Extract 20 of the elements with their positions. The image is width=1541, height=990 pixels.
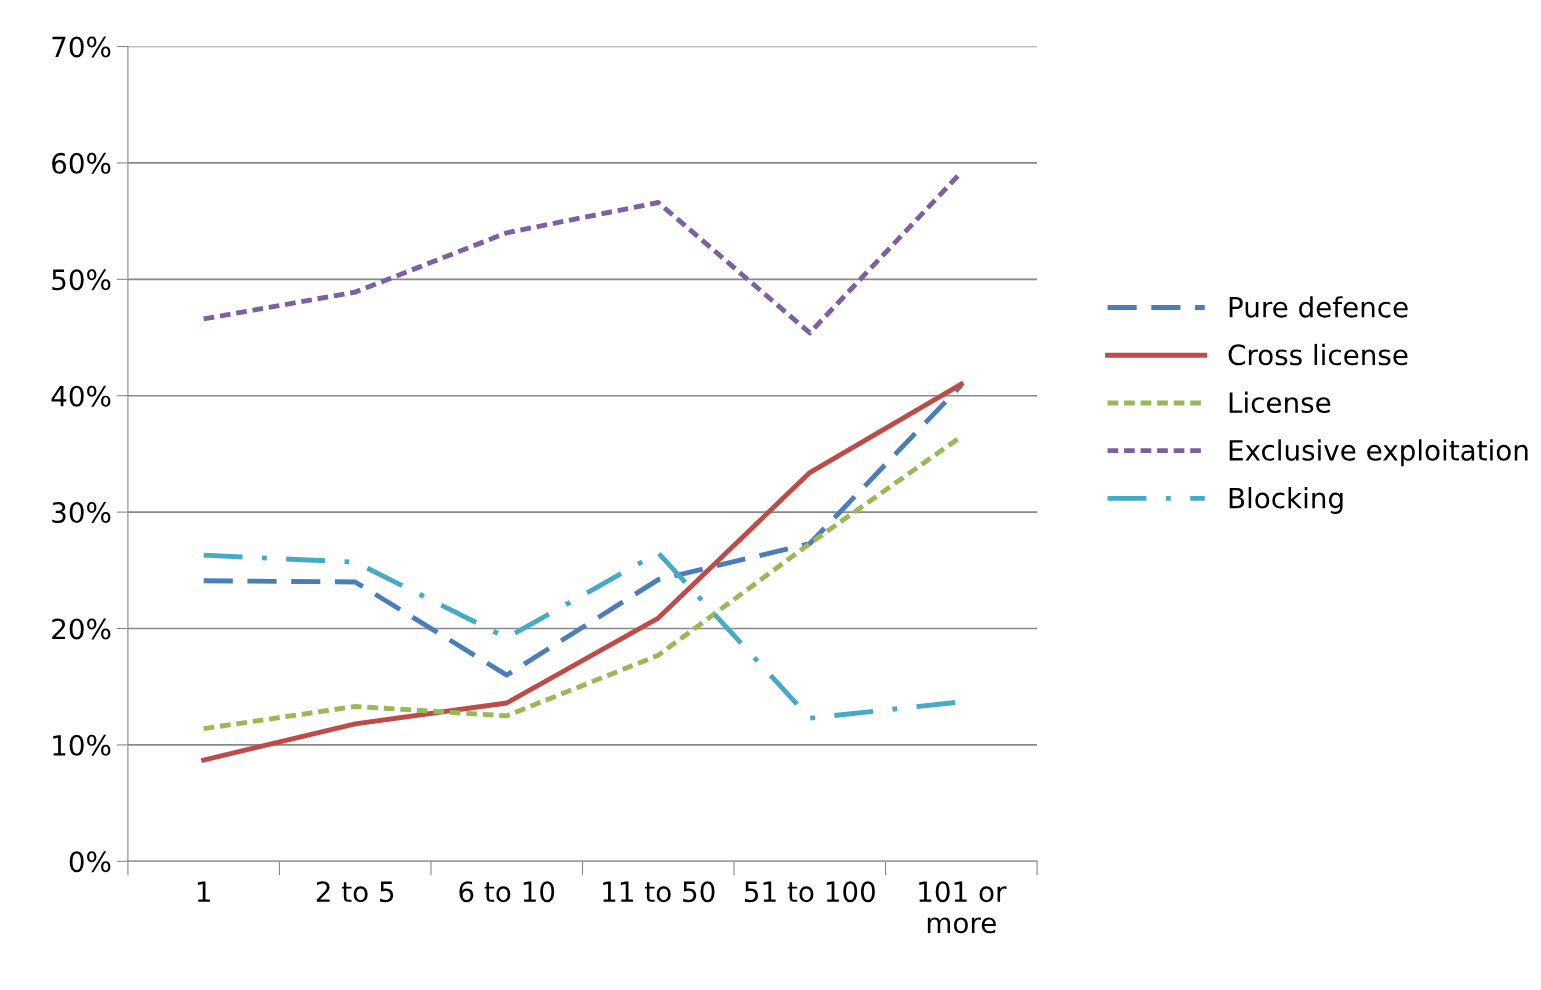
line-series	[201, 381, 964, 763]
x-tick-label: 6 to 10	[459, 881, 555, 903]
legend-label: License	[1229, 391, 1331, 414]
legend-label: Blocking	[1229, 487, 1343, 514]
x-tick-label: 11 to 50	[603, 881, 715, 903]
y-tick-label: 70%	[52, 36, 111, 58]
y-tick-label: 30%	[52, 502, 111, 524]
y-tick-label: 0%	[69, 851, 111, 873]
x-tick-label: 1	[197, 881, 210, 902]
legend-label: Cross license	[1228, 343, 1408, 366]
y-tick-label: 10%	[53, 734, 111, 756]
legend-label: Pure defence	[1229, 296, 1408, 318]
y-tick-label: 20%	[52, 618, 111, 640]
legend-label: Exclusive exploitation	[1229, 439, 1528, 467]
y-tick-label: 60%	[52, 152, 111, 174]
y-tick-label: 40%	[51, 385, 111, 407]
x-tick-label: 2 to 5	[316, 881, 394, 903]
x-tick-label: 101 or more	[919, 881, 1007, 934]
y-tick-label: 50%	[52, 269, 111, 291]
x-tick-label: 51 to 100	[744, 881, 875, 903]
